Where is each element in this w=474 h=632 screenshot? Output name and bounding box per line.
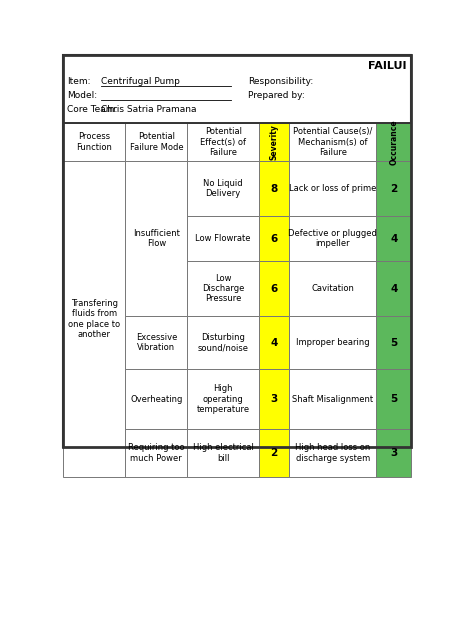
Text: Defective or plugged
impeller: Defective or plugged impeller [288, 229, 377, 248]
Text: Chris Satria Pramana: Chris Satria Pramana [101, 105, 197, 114]
FancyBboxPatch shape [376, 429, 411, 477]
FancyBboxPatch shape [125, 316, 187, 369]
Text: 5: 5 [390, 394, 397, 404]
Text: 4: 4 [390, 233, 397, 243]
Text: Occurance: Occurance [389, 119, 398, 165]
Text: Centrifugal Pump: Centrifugal Pump [101, 77, 180, 86]
FancyBboxPatch shape [125, 369, 187, 429]
FancyBboxPatch shape [376, 261, 411, 316]
FancyBboxPatch shape [187, 216, 259, 261]
FancyBboxPatch shape [187, 261, 259, 316]
Text: No Liquid
Delivery: No Liquid Delivery [203, 179, 243, 198]
Text: Insufficient
Flow: Insufficient Flow [133, 229, 180, 248]
FancyBboxPatch shape [289, 123, 376, 161]
FancyBboxPatch shape [376, 216, 411, 261]
Text: Overheating: Overheating [130, 394, 182, 403]
Text: 4: 4 [390, 284, 397, 293]
FancyBboxPatch shape [289, 216, 376, 261]
Text: High head loss on
discharge system: High head loss on discharge system [295, 443, 370, 463]
FancyBboxPatch shape [376, 161, 411, 216]
Text: Severity: Severity [269, 124, 278, 160]
Text: Disturbing
sound/noise: Disturbing sound/noise [198, 333, 249, 352]
FancyBboxPatch shape [259, 316, 289, 369]
Text: Core Team:: Core Team: [67, 105, 118, 114]
FancyBboxPatch shape [259, 261, 289, 316]
Text: Low Flowrate: Low Flowrate [195, 234, 251, 243]
Text: 6: 6 [270, 284, 277, 293]
Text: Responsibility:: Responsibility: [248, 77, 313, 86]
FancyBboxPatch shape [63, 55, 411, 447]
Text: Shaft Misalignment: Shaft Misalignment [292, 394, 373, 403]
Text: Low
Discharge
Pressure: Low Discharge Pressure [202, 274, 245, 303]
FancyBboxPatch shape [289, 316, 376, 369]
FancyBboxPatch shape [259, 216, 289, 261]
Text: 6: 6 [270, 233, 277, 243]
Text: 8: 8 [270, 183, 277, 193]
Text: Process
Function: Process Function [76, 132, 112, 152]
Text: 3: 3 [270, 394, 277, 404]
Text: Cavitation: Cavitation [311, 284, 354, 293]
FancyBboxPatch shape [125, 161, 187, 316]
Text: Potential
Effect(s) of
Failure: Potential Effect(s) of Failure [200, 127, 246, 157]
FancyBboxPatch shape [187, 161, 259, 216]
FancyBboxPatch shape [289, 161, 376, 216]
Text: FAILUI: FAILUI [368, 61, 407, 71]
Text: Prepared by:: Prepared by: [248, 91, 305, 100]
Text: Item:: Item: [67, 77, 91, 86]
FancyBboxPatch shape [259, 123, 289, 161]
Text: Potential
Failure Mode: Potential Failure Mode [129, 132, 183, 152]
FancyBboxPatch shape [376, 369, 411, 429]
Text: 3: 3 [390, 448, 397, 458]
FancyBboxPatch shape [187, 429, 259, 477]
FancyBboxPatch shape [125, 123, 187, 161]
FancyBboxPatch shape [289, 261, 376, 316]
FancyBboxPatch shape [63, 161, 125, 477]
Text: Model:: Model: [67, 91, 97, 100]
FancyBboxPatch shape [63, 123, 125, 161]
FancyBboxPatch shape [125, 429, 187, 477]
FancyBboxPatch shape [376, 316, 411, 369]
Text: High
operating
temperature: High operating temperature [197, 384, 250, 414]
FancyBboxPatch shape [259, 369, 289, 429]
Text: Improper bearing: Improper bearing [296, 338, 369, 347]
Text: 2: 2 [390, 183, 397, 193]
Text: Excessive
Vibration: Excessive Vibration [136, 333, 177, 352]
Text: Transfering
fluids from
one place to
another: Transfering fluids from one place to ano… [68, 299, 120, 339]
Text: Requiring too
much Power: Requiring too much Power [128, 443, 185, 463]
FancyBboxPatch shape [187, 316, 259, 369]
FancyBboxPatch shape [289, 429, 376, 477]
Text: Lack or loss of prime: Lack or loss of prime [289, 184, 376, 193]
Text: Potential Cause(s)/
Mechanism(s) of
Failure: Potential Cause(s)/ Mechanism(s) of Fail… [293, 127, 373, 157]
FancyBboxPatch shape [187, 123, 259, 161]
FancyBboxPatch shape [187, 369, 259, 429]
Text: High electrical
bill: High electrical bill [193, 443, 254, 463]
Text: 5: 5 [390, 337, 397, 348]
Text: 2: 2 [270, 448, 277, 458]
Text: 4: 4 [270, 337, 278, 348]
FancyBboxPatch shape [259, 429, 289, 477]
FancyBboxPatch shape [289, 369, 376, 429]
FancyBboxPatch shape [259, 161, 289, 216]
FancyBboxPatch shape [376, 123, 411, 161]
